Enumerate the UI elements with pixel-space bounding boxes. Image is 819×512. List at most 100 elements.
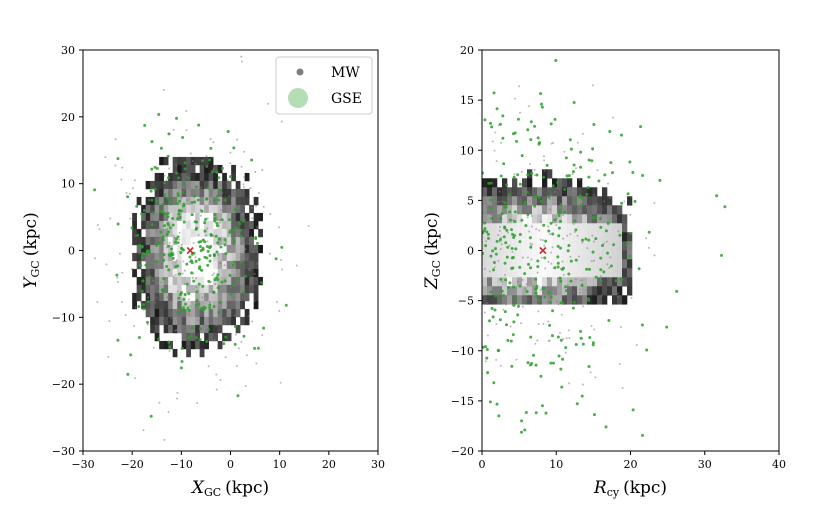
mw-point <box>134 306 137 309</box>
gse-point <box>641 433 645 437</box>
density-cell <box>557 295 563 305</box>
density-cell <box>253 212 259 222</box>
gse-point <box>579 150 583 154</box>
mw-point <box>612 116 615 119</box>
gse-point <box>516 173 520 177</box>
mw-point <box>506 231 509 234</box>
gse-point <box>631 170 635 174</box>
mw-point <box>521 305 524 308</box>
density-cell <box>186 196 191 206</box>
density-cell <box>159 236 164 246</box>
gse-point <box>512 285 516 289</box>
density-cell <box>222 316 227 326</box>
gse-point <box>489 290 493 294</box>
gse-point <box>161 203 165 207</box>
density-cell <box>145 196 151 206</box>
density-cell <box>132 212 137 222</box>
density-cell <box>195 212 200 222</box>
mw-point <box>549 208 552 211</box>
gse-point <box>658 178 662 182</box>
gse-point <box>166 154 170 158</box>
density-cell <box>617 277 623 287</box>
mw-point <box>168 167 171 170</box>
density-cell <box>617 250 623 260</box>
gse-point <box>206 186 210 190</box>
density-cell <box>222 180 227 190</box>
gse-point <box>491 315 495 319</box>
density-cell <box>512 187 518 197</box>
density-cell <box>557 214 563 224</box>
gse-point <box>579 336 583 340</box>
gse-point <box>591 216 595 220</box>
density-cell <box>226 300 232 310</box>
density-cell <box>154 172 160 182</box>
density-cell <box>532 205 538 215</box>
density-cell <box>177 324 182 334</box>
density-cell <box>522 232 528 242</box>
gse-point <box>165 264 169 268</box>
gse-point <box>486 371 490 375</box>
gse-point <box>186 306 190 310</box>
gse-point <box>485 348 489 352</box>
mw-point <box>251 217 254 220</box>
mw-point <box>591 84 594 87</box>
density-cell <box>240 244 245 254</box>
density-cell <box>587 250 593 260</box>
density-cell <box>244 244 250 254</box>
gse-point <box>557 210 561 214</box>
density-cell <box>204 244 209 254</box>
density-cell <box>592 196 598 206</box>
mw-point <box>501 280 504 283</box>
mw-point <box>147 296 150 299</box>
density-cell <box>552 295 558 305</box>
density-cell <box>217 244 223 254</box>
density-cell <box>226 284 232 294</box>
gse-point <box>185 262 189 266</box>
gse-point <box>540 404 544 408</box>
gse-point <box>554 58 558 62</box>
mw-point <box>529 162 532 165</box>
density-cell <box>172 228 178 238</box>
mw-point <box>540 256 543 259</box>
mw-point <box>530 214 533 217</box>
density-cell <box>222 308 227 318</box>
density-cell <box>607 259 613 269</box>
density-cell <box>557 268 563 278</box>
mw-point <box>543 159 546 162</box>
density-cell <box>150 284 155 294</box>
mw-point <box>513 97 516 100</box>
density-cell <box>587 241 593 251</box>
mw-point <box>243 150 246 153</box>
gse-point <box>206 327 210 331</box>
density-cell <box>612 250 618 260</box>
gse-point <box>591 250 595 254</box>
density-cell <box>617 205 623 215</box>
mw-point <box>574 167 577 170</box>
density-cell <box>213 172 218 182</box>
density-cell <box>567 196 573 206</box>
gse-point <box>140 256 144 260</box>
gse-point <box>516 313 520 317</box>
density-cell <box>582 187 588 197</box>
density-cell <box>231 164 236 174</box>
density-cell <box>562 205 568 215</box>
mw-point <box>206 240 209 243</box>
density-cell <box>517 232 523 242</box>
density-cell <box>217 292 223 302</box>
gse-point <box>116 338 120 342</box>
x-tick-label: −10 <box>170 458 193 471</box>
density-cell <box>487 187 493 197</box>
density-cell <box>577 232 583 242</box>
density-cell <box>532 277 538 287</box>
gse-point <box>557 226 561 230</box>
gse-point <box>157 337 161 341</box>
gse-point <box>610 171 614 175</box>
density-cell <box>537 232 543 242</box>
density-cell <box>507 223 513 233</box>
mw-point <box>167 295 170 298</box>
density-cell <box>527 223 533 233</box>
density-cell <box>172 164 178 174</box>
density-cell <box>244 220 250 230</box>
mw-point <box>547 225 550 228</box>
gse-point <box>564 289 568 293</box>
